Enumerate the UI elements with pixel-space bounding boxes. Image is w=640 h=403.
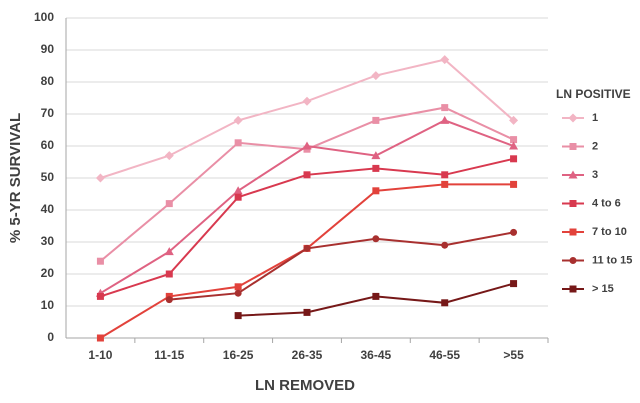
data-point — [303, 244, 311, 252]
series-line — [169, 231, 514, 301]
y-tick-label: 80 — [41, 74, 55, 88]
data-point — [372, 116, 380, 124]
legend-marker — [569, 200, 577, 207]
data-point — [441, 241, 449, 249]
series-line — [100, 58, 515, 179]
legend-marker — [569, 228, 577, 236]
data-point — [165, 270, 173, 278]
data-point — [372, 235, 380, 243]
data-point — [233, 115, 243, 125]
data-point — [372, 292, 380, 300]
x-tick-label: 26-35 — [292, 348, 323, 362]
data-point — [510, 136, 518, 144]
legend-marker — [568, 113, 578, 123]
data-point — [302, 96, 312, 106]
data-point — [234, 139, 242, 147]
y-tick-label: 20 — [41, 266, 55, 280]
legend-label: 11 to 15 — [592, 254, 632, 266]
data-point — [303, 171, 311, 179]
legend-label: 7 to 10 — [592, 226, 627, 238]
data-point — [441, 299, 449, 307]
data-point — [96, 334, 104, 342]
data-point — [234, 289, 242, 297]
legend-label: 2 — [592, 140, 598, 152]
legend-label: > 15 — [592, 283, 614, 295]
y-tick-label: 0 — [47, 330, 54, 344]
data-point — [510, 228, 518, 236]
x-tick-label: >55 — [503, 348, 524, 362]
data-point — [234, 193, 242, 201]
data-point — [510, 180, 518, 188]
legend-marker — [569, 285, 577, 293]
legend-marker — [568, 170, 578, 179]
data-point — [509, 115, 519, 125]
data-point — [440, 115, 450, 124]
data-point — [165, 200, 173, 208]
legend-label: 1 — [592, 112, 598, 124]
data-point — [441, 104, 449, 112]
data-point — [510, 280, 518, 288]
legend-label: 3 — [592, 169, 598, 181]
y-tick-label: 100 — [34, 10, 54, 24]
data-point — [371, 151, 381, 160]
data-point — [233, 186, 243, 195]
legend-marker — [569, 143, 577, 150]
x-tick-label: 1-10 — [88, 348, 112, 362]
data-point — [165, 296, 173, 304]
y-tick-label: 90 — [41, 42, 55, 56]
x-tick-label: 11-15 — [154, 348, 184, 362]
x-tick-label: 46-55 — [429, 348, 460, 362]
y-tick-label: 30 — [41, 234, 55, 248]
data-point — [371, 71, 381, 81]
data-point — [302, 141, 312, 150]
x-axis-label: LN REMOVED — [255, 377, 355, 394]
y-tick-label: 10 — [41, 298, 55, 312]
y-tick-label: 40 — [41, 202, 55, 216]
y-tick-label: 70 — [41, 106, 55, 120]
data-point — [164, 247, 174, 256]
data-point — [509, 141, 519, 150]
y-tick-label: 60 — [41, 138, 55, 152]
data-point — [164, 151, 174, 161]
data-point — [303, 308, 311, 316]
data-point — [440, 55, 450, 65]
data-point — [441, 171, 449, 179]
y-axis-label: % 5-YR SURVIVAL — [7, 113, 24, 243]
series-line — [100, 157, 514, 298]
data-point — [95, 173, 105, 183]
data-point — [372, 187, 380, 195]
data-point — [96, 257, 104, 265]
y-tick-label: 50 — [41, 170, 55, 184]
legend-marker — [569, 257, 577, 264]
data-point — [372, 164, 380, 172]
data-point — [510, 155, 518, 163]
x-tick-label: 16-25 — [223, 348, 254, 362]
legend-title: LN POSITIVE — [556, 87, 631, 101]
data-point — [234, 312, 242, 320]
data-point — [234, 283, 242, 291]
legend-label: 4 to 6 — [592, 197, 621, 209]
data-point — [441, 180, 449, 188]
x-tick-label: 36-45 — [361, 348, 392, 362]
data-point — [96, 292, 104, 300]
